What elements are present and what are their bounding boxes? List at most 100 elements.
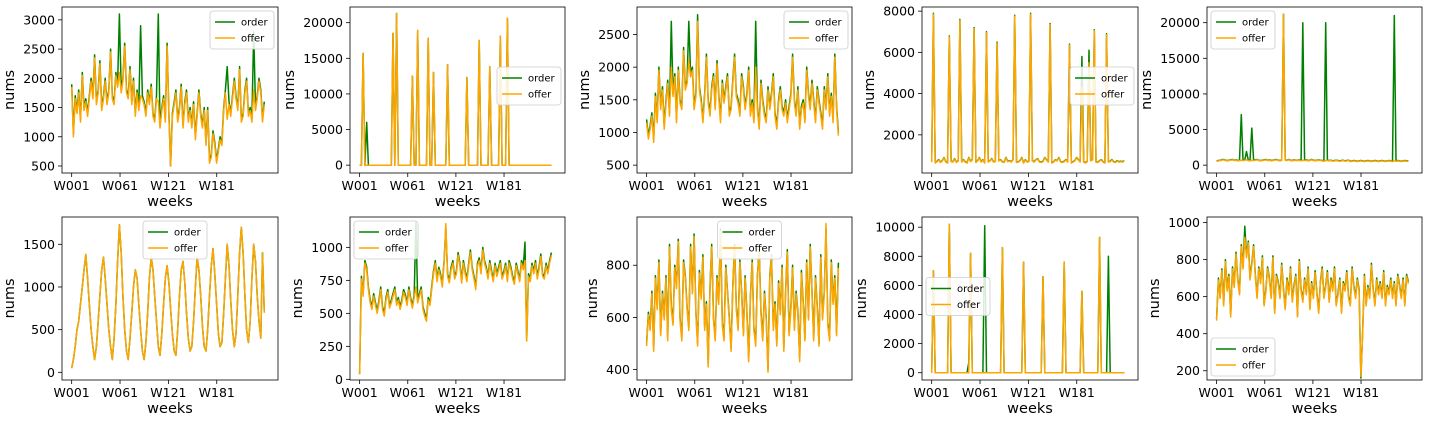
legend: order offer bbox=[353, 220, 419, 260]
x-tick-label: W061 bbox=[1247, 385, 1283, 400]
y-tick-label: 20000 bbox=[303, 15, 343, 30]
legend: order offer bbox=[496, 66, 562, 106]
subplot-10: W001 W061 W121 W181 200 400 600 800 1000 weeks num… bbox=[1147, 215, 1423, 417]
subplot-4: W001 W061 W121 W181 2000 4000 6000 8000 weeks num… bbox=[862, 4, 1139, 210]
series-line-offer bbox=[70, 223, 266, 369]
y-tick-label: 800 bbox=[606, 258, 630, 273]
y-tick-label: 750 bbox=[319, 273, 343, 288]
x-tick-label: W181 bbox=[773, 385, 809, 400]
series-line-offer bbox=[1216, 13, 1409, 163]
x-tick-label: W061 bbox=[962, 385, 998, 400]
legend-box bbox=[1210, 10, 1276, 50]
x-tick-label: W181 bbox=[486, 178, 522, 193]
legend-label-order: order bbox=[1242, 18, 1270, 29]
legend-label-offer: offer bbox=[528, 90, 552, 101]
y-tick-label: 500 bbox=[606, 158, 630, 173]
x-tick-label: W121 bbox=[1295, 178, 1331, 193]
x-axis-label: weeks bbox=[722, 194, 768, 210]
x-tick-label: W001 bbox=[629, 385, 665, 400]
x-tick-label: W001 bbox=[1199, 178, 1235, 193]
y-tick-label: 10000 bbox=[1160, 86, 1200, 101]
x-tick-label: W001 bbox=[342, 178, 378, 193]
legend-box bbox=[142, 220, 208, 260]
x-tick-label: W061 bbox=[102, 385, 138, 400]
y-tick-label: 1000 bbox=[598, 125, 630, 140]
axes-frame bbox=[921, 216, 1139, 381]
axes-frame bbox=[61, 6, 279, 174]
legend-label-order: order bbox=[385, 228, 413, 239]
subplot-5: W001 W061 W121 W181 0 5000 10000 15000 20000 week… bbox=[1139, 6, 1423, 210]
legend-label-order: order bbox=[1101, 74, 1129, 85]
y-axis-label: nums bbox=[854, 278, 870, 318]
series-line-offer bbox=[70, 45, 266, 167]
legend: order offer bbox=[783, 10, 849, 50]
y-axis-label: nums bbox=[577, 70, 593, 110]
x-axis-label: weeks bbox=[435, 401, 481, 417]
axes-frame bbox=[349, 216, 566, 381]
y-axis-label: nums bbox=[1147, 278, 1163, 318]
legend-box bbox=[496, 66, 562, 106]
x-axis-label: weeks bbox=[147, 194, 193, 210]
y-tick-label: 2000 bbox=[598, 60, 630, 75]
legend-label-order: order bbox=[749, 228, 777, 239]
legend-label-offer: offer bbox=[749, 244, 773, 255]
x-tick-label: W001 bbox=[629, 178, 665, 193]
legend-box bbox=[353, 220, 419, 260]
y-tick-label: 15000 bbox=[303, 51, 343, 66]
y-tick-label: 3000 bbox=[23, 12, 55, 27]
y-tick-label: 500 bbox=[319, 306, 343, 321]
x-tick-label: W061 bbox=[677, 385, 713, 400]
x-axis-label: weeks bbox=[1007, 194, 1053, 210]
x-tick-label: W001 bbox=[914, 178, 950, 193]
y-tick-label: 0 bbox=[335, 372, 343, 387]
legend-box bbox=[209, 10, 275, 50]
y-tick-label: 10000 bbox=[303, 86, 343, 101]
axes-frame bbox=[636, 216, 853, 381]
y-tick-label: 5000 bbox=[1168, 122, 1200, 137]
x-axis-label: weeks bbox=[1292, 401, 1338, 417]
axes-frame bbox=[1206, 216, 1423, 381]
legend-label-order: order bbox=[174, 228, 202, 239]
series-line-offer bbox=[930, 13, 1125, 164]
series-line-offer bbox=[930, 223, 1125, 374]
y-tick-label: 0 bbox=[335, 158, 343, 173]
axes-frame bbox=[349, 6, 566, 174]
x-axis-label: weeks bbox=[435, 194, 481, 210]
legend-label-offer: offer bbox=[815, 34, 839, 45]
legend-label-order: order bbox=[957, 284, 985, 295]
legend-label-offer: offer bbox=[385, 244, 409, 255]
y-tick-label: 1500 bbox=[23, 237, 55, 252]
legend: order offer bbox=[717, 220, 782, 260]
series-line-offer bbox=[645, 222, 840, 373]
legend-label-offer: offer bbox=[241, 34, 265, 45]
subplot-6: W001 W061 W121 W181 0 500 1000 1500 weeks nums ord… bbox=[2, 216, 279, 417]
y-tick-label: 2000 bbox=[883, 336, 915, 351]
y-tick-label: 1000 bbox=[23, 279, 55, 294]
series-line-offer bbox=[358, 222, 553, 375]
y-tick-label: 500 bbox=[31, 322, 55, 337]
series-line-offer bbox=[359, 12, 552, 166]
subplot-7: W001 W061 W121 W181 0 250 500 750 1000 weeks nums o… bbox=[290, 216, 566, 417]
legend-label-order: order bbox=[815, 18, 843, 29]
legend-box bbox=[1069, 66, 1135, 106]
y-tick-label: 0 bbox=[47, 365, 55, 380]
legend-label-order: order bbox=[241, 18, 269, 29]
legend: order offer bbox=[925, 277, 991, 316]
x-tick-label: W181 bbox=[199, 178, 235, 193]
y-tick-label: 0 bbox=[907, 365, 915, 380]
y-tick-label: 15000 bbox=[1160, 51, 1200, 66]
y-tick-label: 250 bbox=[319, 339, 343, 354]
x-tick-label: W061 bbox=[962, 178, 998, 193]
x-tick-label: W181 bbox=[773, 178, 809, 193]
x-tick-label: W061 bbox=[1247, 178, 1283, 193]
x-tick-label: W181 bbox=[1343, 178, 1379, 193]
y-tick-label: 6000 bbox=[883, 278, 915, 293]
legend: order offer bbox=[1210, 10, 1276, 50]
x-tick-label: W181 bbox=[1059, 178, 1095, 193]
x-tick-label: W121 bbox=[1010, 385, 1046, 400]
y-tick-label: 10000 bbox=[875, 220, 915, 235]
y-tick-label: 2000 bbox=[23, 71, 55, 86]
y-tick-label: 1000 bbox=[1168, 215, 1200, 230]
x-tick-label: W121 bbox=[438, 385, 474, 400]
